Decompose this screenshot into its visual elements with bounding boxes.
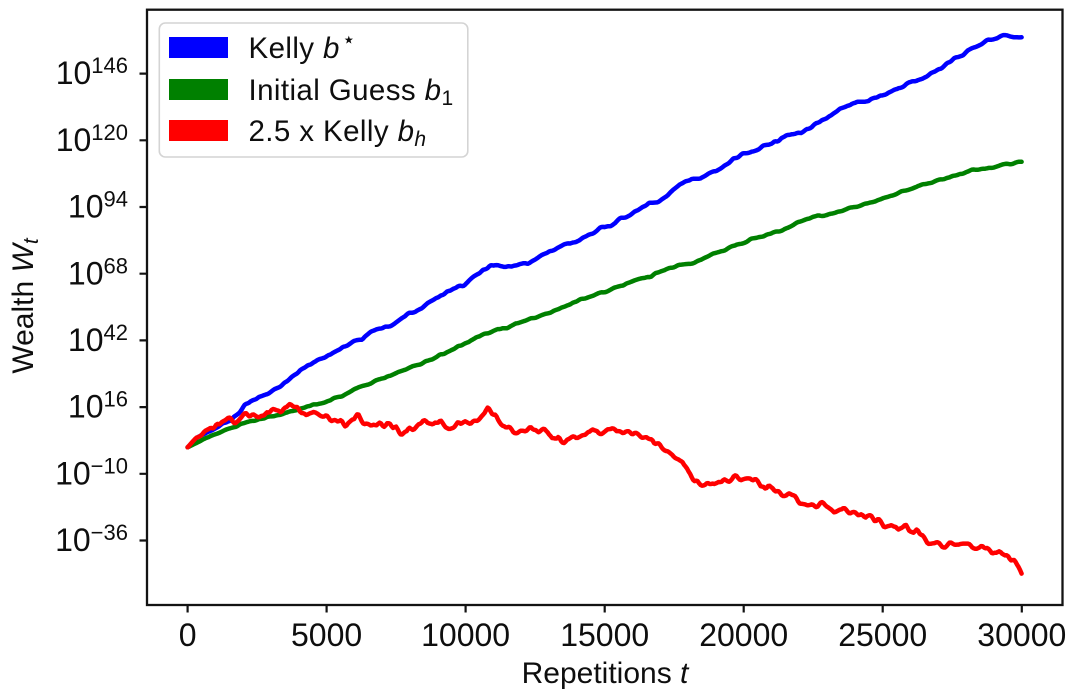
svg-text:20000: 20000 [699,617,788,653]
svg-text:2.5 x Kelly bh: 2.5 x Kelly bh [249,115,427,151]
svg-text:10000: 10000 [421,617,510,653]
svg-text:Repetitions t: Repetitions t [522,657,690,689]
svg-text:1016: 1016 [68,387,128,425]
svg-text:30000: 30000 [977,617,1066,653]
svg-text:Kelly b: Kelly b [249,32,340,65]
svg-text:Wealth Wt: Wealth Wt [7,237,43,374]
svg-text:0: 0 [179,617,197,653]
svg-text:Initial Guess b1: Initial Guess b1 [249,74,454,110]
svg-text:5000: 5000 [291,617,362,653]
svg-text:1042: 1042 [68,320,128,358]
svg-text:15000: 15000 [560,617,649,653]
svg-text:25000: 25000 [838,617,927,653]
